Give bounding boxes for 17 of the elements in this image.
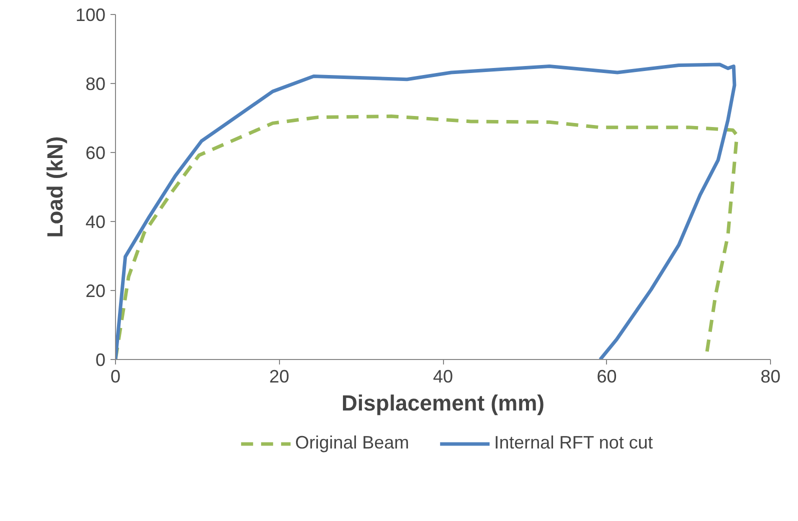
legend-label: Original Beam bbox=[295, 432, 410, 454]
x-tick-label: 0 bbox=[110, 366, 121, 386]
y-axis-title: Load (kN) bbox=[42, 136, 68, 238]
legend-label: Internal RFT not cut bbox=[494, 432, 653, 454]
y-tick-label: 20 bbox=[85, 281, 106, 301]
x-axis-title: Displacement (mm) bbox=[342, 390, 544, 416]
x-tick-label: 60 bbox=[596, 366, 617, 386]
x-tick-label: 20 bbox=[269, 366, 290, 386]
y-tick-label: 100 bbox=[75, 5, 106, 25]
x-tick-label: 80 bbox=[760, 366, 781, 386]
line-series bbox=[116, 62, 736, 360]
y-tick-label: 80 bbox=[85, 74, 106, 94]
y-tick-label: 40 bbox=[85, 212, 106, 232]
y-tick-label: 60 bbox=[85, 143, 106, 163]
y-tick-label: 0 bbox=[95, 350, 106, 370]
line-series bbox=[116, 114, 739, 360]
x-tick-label: 40 bbox=[432, 366, 454, 386]
